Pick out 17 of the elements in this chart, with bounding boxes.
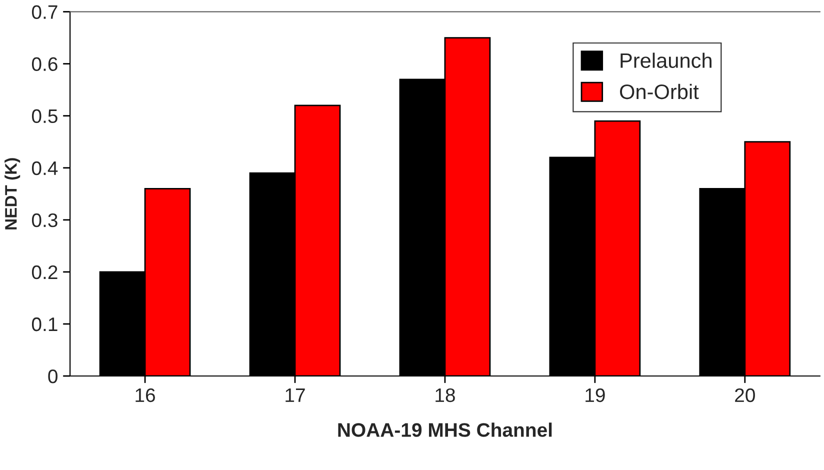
y-tick-label: 0.5 bbox=[32, 109, 58, 124]
y-tick-label: 0.2 bbox=[32, 265, 58, 280]
y-axis-title: NEDT (K) bbox=[4, 158, 20, 230]
x-tick-label: 16 bbox=[136, 388, 155, 402]
legend-label: On-Orbit bbox=[620, 84, 699, 100]
y-tick-label: 0 bbox=[48, 369, 58, 384]
y-tick-label: 0.4 bbox=[32, 161, 58, 176]
x-tick-label: 20 bbox=[735, 388, 755, 402]
x-tick-label: 18 bbox=[436, 388, 455, 402]
y-tick-label: 0.1 bbox=[32, 317, 58, 332]
y-tick-label: 0.3 bbox=[32, 213, 58, 228]
legend-label: Prelaunch bbox=[620, 52, 712, 68]
y-tick-label: 0.6 bbox=[32, 57, 58, 72]
x-tick-label: 19 bbox=[586, 388, 605, 402]
y-tick-label: 0.7 bbox=[32, 5, 58, 19]
x-tick-label: 17 bbox=[286, 388, 305, 402]
x-axis-title: NOAA-19 MHS Channel bbox=[338, 422, 552, 437]
